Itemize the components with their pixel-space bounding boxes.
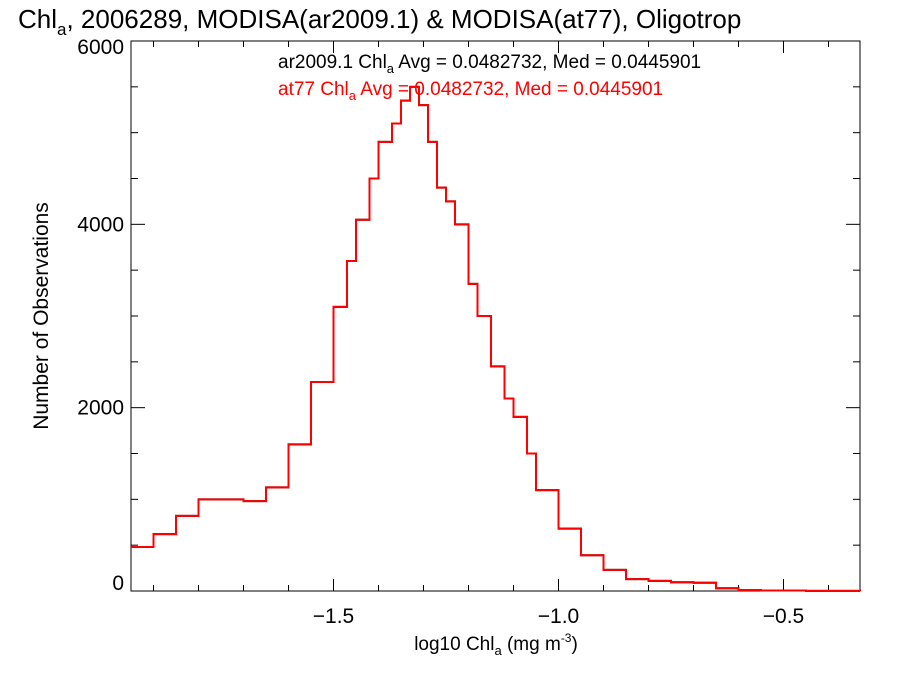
plot-frame — [130, 40, 861, 592]
annotation-ar2009-subscript: a — [387, 61, 395, 76]
x-axis-label-suffix: ) — [571, 634, 577, 655]
x-axis-label-mid: (mg m — [502, 634, 561, 655]
x-axis-label-superscript: -3 — [561, 631, 572, 645]
x-tick-label: −1.0 — [538, 605, 579, 628]
series-line-0 — [131, 85, 861, 592]
y-axis-label: Number of Observations — [30, 202, 53, 430]
y-tick-label: 2000 — [77, 397, 124, 420]
annotation-ar2009: ar2009.1 Chla Avg = 0.0482732, Med = 0.0… — [278, 52, 701, 76]
annotation-ar2009-suffix: Avg = 0.0482732, Med = 0.0445901 — [394, 52, 701, 73]
y-tick-label: 0 — [112, 572, 124, 595]
x-axis-label: log10 Chla (mg m-3) — [414, 631, 578, 658]
x-tick-label: −0.5 — [763, 605, 804, 628]
x-axis-label-prefix: log10 Chl — [414, 634, 494, 655]
y-tick-label: 4000 — [77, 213, 124, 236]
chart-title-prefix: Chl — [18, 4, 57, 34]
annotation-ar2009-prefix: ar2009.1 Chl — [278, 52, 387, 73]
series-group — [131, 85, 861, 592]
y-axis-ticks: 0 2000 4000 6000 — [77, 36, 860, 595]
x-tick-label: −1.5 — [313, 605, 354, 628]
annotation-at77: at77 Chla Avg = 0.0482732, Med = 0.04459… — [278, 79, 663, 103]
x-axis-ticks: −1.5 −1.0 −0.5 — [153, 41, 829, 628]
annotation-at77-prefix: at77 Chl — [278, 79, 349, 100]
x-axis-label-subscript: a — [494, 643, 502, 658]
chart-title: Chla, 2006289, MODISA(ar2009.1) & MODISA… — [18, 4, 741, 39]
annotation-at77-subscript: a — [349, 88, 357, 103]
chart-title-rest: , 2006289, MODISA(ar2009.1) & MODISA(at7… — [66, 4, 741, 34]
series-line-1 — [131, 85, 861, 592]
y-tick-label: 6000 — [77, 36, 124, 59]
chart-title-subscript: a — [57, 20, 67, 39]
annotation-at77-suffix: Avg = 0.0482732, Med = 0.0445901 — [356, 79, 663, 100]
